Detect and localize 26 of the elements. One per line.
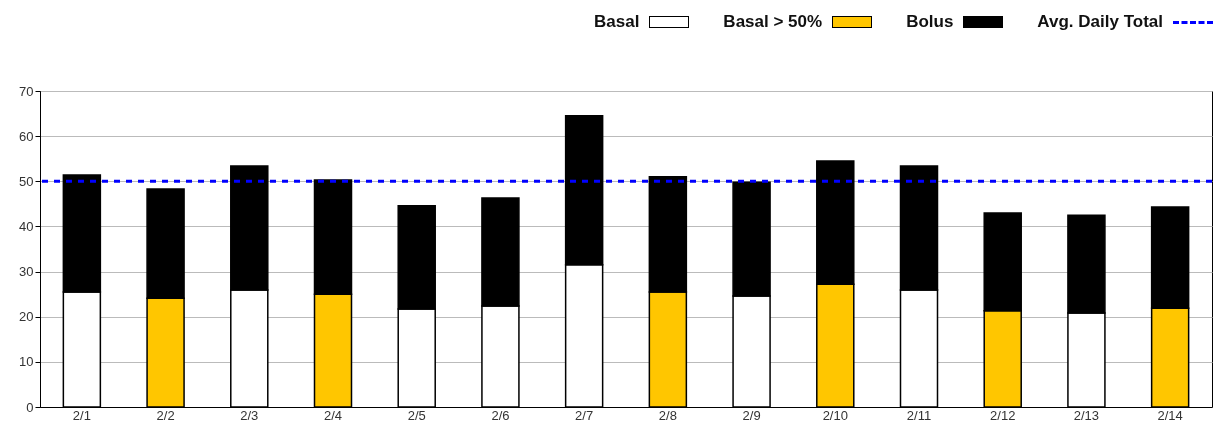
y-tick-label: 40 xyxy=(19,218,34,234)
x-tick-label: 2/6 xyxy=(491,407,510,423)
y-tick-label: 30 xyxy=(19,264,34,280)
x-tick-label: 2/1 xyxy=(72,407,91,423)
legend-label: Bolus xyxy=(906,12,954,32)
y-tick-label: 70 xyxy=(19,83,34,99)
legend-label: Basal > 50% xyxy=(723,12,823,32)
y-tick-label: 60 xyxy=(19,128,34,144)
y-tick-label: 0 xyxy=(26,399,34,415)
legend-label: Basal xyxy=(593,12,640,32)
x-tick-label: 2/9 xyxy=(742,407,761,423)
x-tick-label: 2/14 xyxy=(1157,407,1183,423)
legend-label: Avg. Daily Total xyxy=(1037,12,1163,32)
x-tick-label: 2/12 xyxy=(990,407,1016,423)
x-tick-label: 2/4 xyxy=(323,407,343,423)
x-tick-label: 2/3 xyxy=(240,407,259,423)
x-tick-label: 2/11 xyxy=(906,407,932,423)
x-tick-label: 2/7 xyxy=(575,407,594,423)
x-tick-label: 2/8 xyxy=(658,407,677,423)
x-tick-label: 2/13 xyxy=(1073,407,1100,423)
y-tick-label: 50 xyxy=(19,173,34,189)
x-tick-label: 2/10 xyxy=(822,407,848,423)
x-tick-label: 2/5 xyxy=(407,407,426,423)
x-tick-label: 2/2 xyxy=(156,407,175,423)
y-tick-label: 20 xyxy=(19,309,34,325)
y-tick-label: 10 xyxy=(19,354,34,370)
